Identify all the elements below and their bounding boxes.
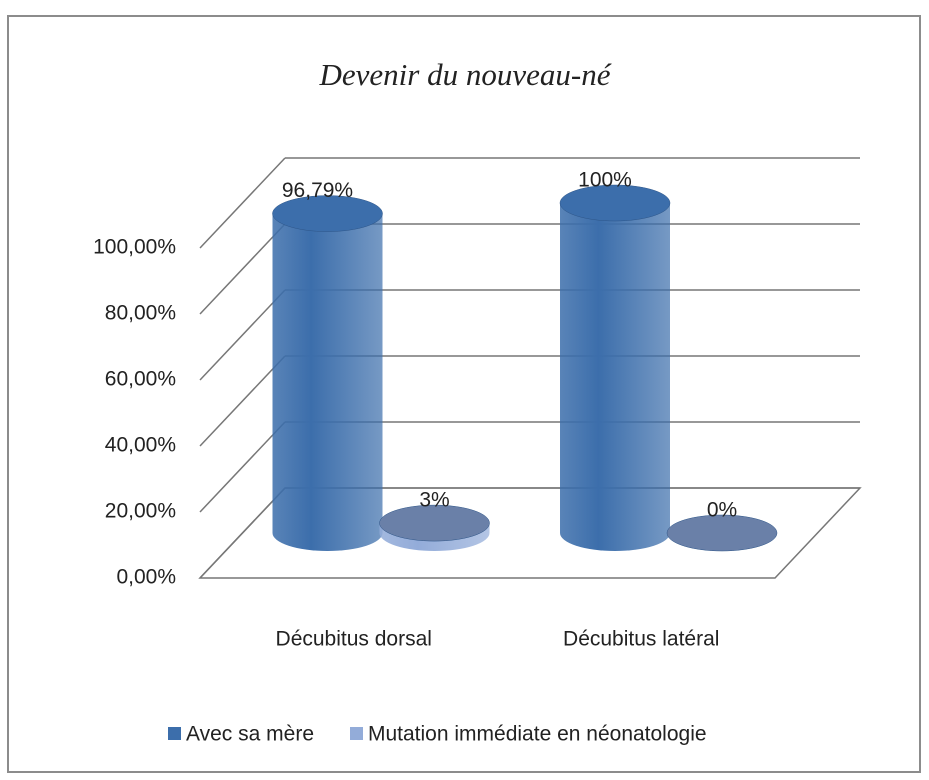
cylinder-body <box>272 213 383 551</box>
cylinder-top <box>272 195 383 232</box>
chart-border <box>7 15 921 773</box>
value-label: 100% <box>578 169 632 192</box>
y-tick-label: 100,00% <box>93 236 176 259</box>
x-tick-label: Décubitus dorsal <box>276 628 432 651</box>
legend-swatch <box>168 727 181 740</box>
grid-line <box>199 223 286 315</box>
y-tick-label: 60,00% <box>105 368 176 391</box>
value-label: 0% <box>707 499 737 522</box>
y-tick-label: 80,00% <box>105 302 176 325</box>
y-tick-label: 0,00% <box>116 566 176 589</box>
legend-swatch <box>350 727 363 740</box>
grid-line <box>199 355 286 447</box>
legend-label: Mutation immédiate en néonatologie <box>368 723 707 746</box>
chart-title: Devenir du nouveau-né <box>319 57 612 92</box>
cylinder <box>272 195 383 551</box>
cylinder-top <box>379 504 490 542</box>
cylinder-body <box>560 203 670 551</box>
y-tick-label: 40,00% <box>105 434 176 457</box>
y-tick-label: 20,00% <box>105 500 176 523</box>
value-label: 3% <box>419 489 449 512</box>
grid-line <box>199 289 286 381</box>
grid-line <box>199 421 286 513</box>
grid-line <box>199 487 286 579</box>
grid-line <box>199 157 286 249</box>
value-label: 96,79% <box>282 179 353 202</box>
cylinder <box>666 514 778 552</box>
cylinder-top <box>559 184 671 222</box>
cylinder <box>379 504 490 551</box>
x-tick-label: Décubitus latéral <box>563 628 719 651</box>
cylinder-top <box>666 514 778 552</box>
cylinder <box>559 184 671 551</box>
legend-label: Avec sa mère <box>186 723 314 746</box>
